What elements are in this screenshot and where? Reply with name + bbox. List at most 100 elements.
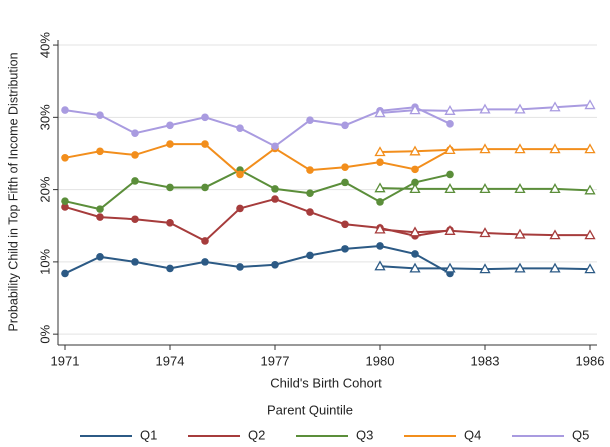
- point: [411, 250, 419, 258]
- x-axis-label: Child's Birth Cohort: [270, 375, 382, 390]
- point: [306, 166, 314, 174]
- point: [61, 197, 69, 205]
- series-line: [64, 168, 451, 211]
- triangle-point: [409, 183, 421, 194]
- point: [166, 183, 174, 192]
- point: [201, 140, 209, 148]
- point: [306, 251, 314, 260]
- legend-label: Q1: [140, 427, 157, 442]
- triangle-point: [444, 183, 456, 194]
- point: [341, 163, 349, 172]
- point: [341, 178, 349, 187]
- point: [236, 263, 244, 271]
- point: [411, 178, 419, 187]
- triangle-point: [374, 223, 386, 234]
- y-tick-label: 0%: [37, 324, 52, 343]
- legend-title: Parent Quintile: [267, 402, 353, 417]
- y-tick-label: 30%: [37, 104, 52, 130]
- x-tick-label: 1974: [156, 353, 185, 368]
- legend-label: Q4: [464, 427, 481, 442]
- triangle-point: [549, 229, 561, 240]
- triangle-point: [374, 260, 386, 271]
- triangle-point: [549, 183, 561, 194]
- point: [96, 253, 104, 261]
- triangle-point: [514, 143, 526, 154]
- series-line: [64, 244, 451, 275]
- triangle-point: [444, 224, 456, 235]
- point: [166, 140, 174, 148]
- point: [236, 170, 244, 179]
- triangle-point: [479, 227, 491, 238]
- x-tick-label: 1983: [471, 353, 500, 368]
- point: [166, 121, 174, 130]
- triangle-point: [409, 104, 421, 115]
- point: [341, 121, 349, 130]
- point: [201, 183, 209, 192]
- triangle-point: [374, 107, 386, 118]
- point: [271, 260, 279, 269]
- point: [131, 215, 139, 224]
- series-line: [64, 197, 451, 243]
- point: [271, 142, 279, 151]
- triangle-point: [584, 229, 596, 240]
- x-tick-label: 1977: [261, 353, 290, 368]
- triangle-point: [479, 183, 491, 194]
- legend-label: Q2: [248, 427, 265, 442]
- point: [61, 203, 69, 211]
- point: [376, 242, 384, 250]
- triangle-point: [444, 105, 456, 115]
- point: [446, 120, 454, 128]
- triangle-point: [514, 103, 526, 114]
- x-tick-label: 1971: [51, 353, 80, 368]
- point: [306, 208, 314, 216]
- point: [376, 158, 384, 166]
- x-tick-label: 1980: [366, 353, 395, 368]
- point: [306, 116, 314, 125]
- triangle-point: [584, 263, 596, 274]
- y-tick-label: 10%: [37, 248, 52, 274]
- triangle-point: [409, 262, 421, 273]
- triangle-point: [514, 262, 526, 273]
- point: [131, 177, 139, 185]
- y-tick-label: 20%: [37, 176, 52, 202]
- point: [166, 264, 174, 273]
- point: [341, 245, 349, 253]
- point: [131, 151, 139, 159]
- triangle-point: [584, 99, 596, 110]
- point: [271, 195, 279, 203]
- point: [131, 129, 139, 138]
- triangle-point: [584, 143, 596, 154]
- point: [271, 185, 279, 193]
- triangle-point: [444, 262, 456, 273]
- triangle-point: [479, 103, 491, 114]
- legend-label: Q3: [356, 427, 373, 442]
- x-tick-label: 1986: [576, 353, 605, 368]
- point: [96, 147, 104, 156]
- series-line: [64, 143, 451, 176]
- legend-label: Q5: [572, 427, 589, 442]
- y-axis-label: Probability Child in Top Fifth of Income…: [6, 52, 20, 331]
- point: [61, 269, 69, 278]
- triangle-point: [549, 101, 561, 112]
- point: [411, 165, 419, 174]
- triangle-point: [409, 226, 421, 237]
- point: [96, 205, 104, 213]
- point: [376, 198, 384, 206]
- point: [61, 154, 69, 162]
- point: [201, 258, 209, 266]
- point: [131, 258, 139, 266]
- point: [201, 113, 209, 122]
- point: [61, 106, 69, 114]
- point: [96, 213, 104, 221]
- point: [201, 237, 209, 245]
- triangle-point: [514, 183, 526, 194]
- point: [306, 189, 314, 198]
- series-line: [64, 106, 451, 148]
- point: [446, 170, 454, 179]
- triangle-point: [479, 143, 491, 154]
- triangle-point: [374, 146, 386, 157]
- triangle-point: [549, 143, 561, 154]
- point: [166, 219, 174, 227]
- point: [341, 220, 349, 229]
